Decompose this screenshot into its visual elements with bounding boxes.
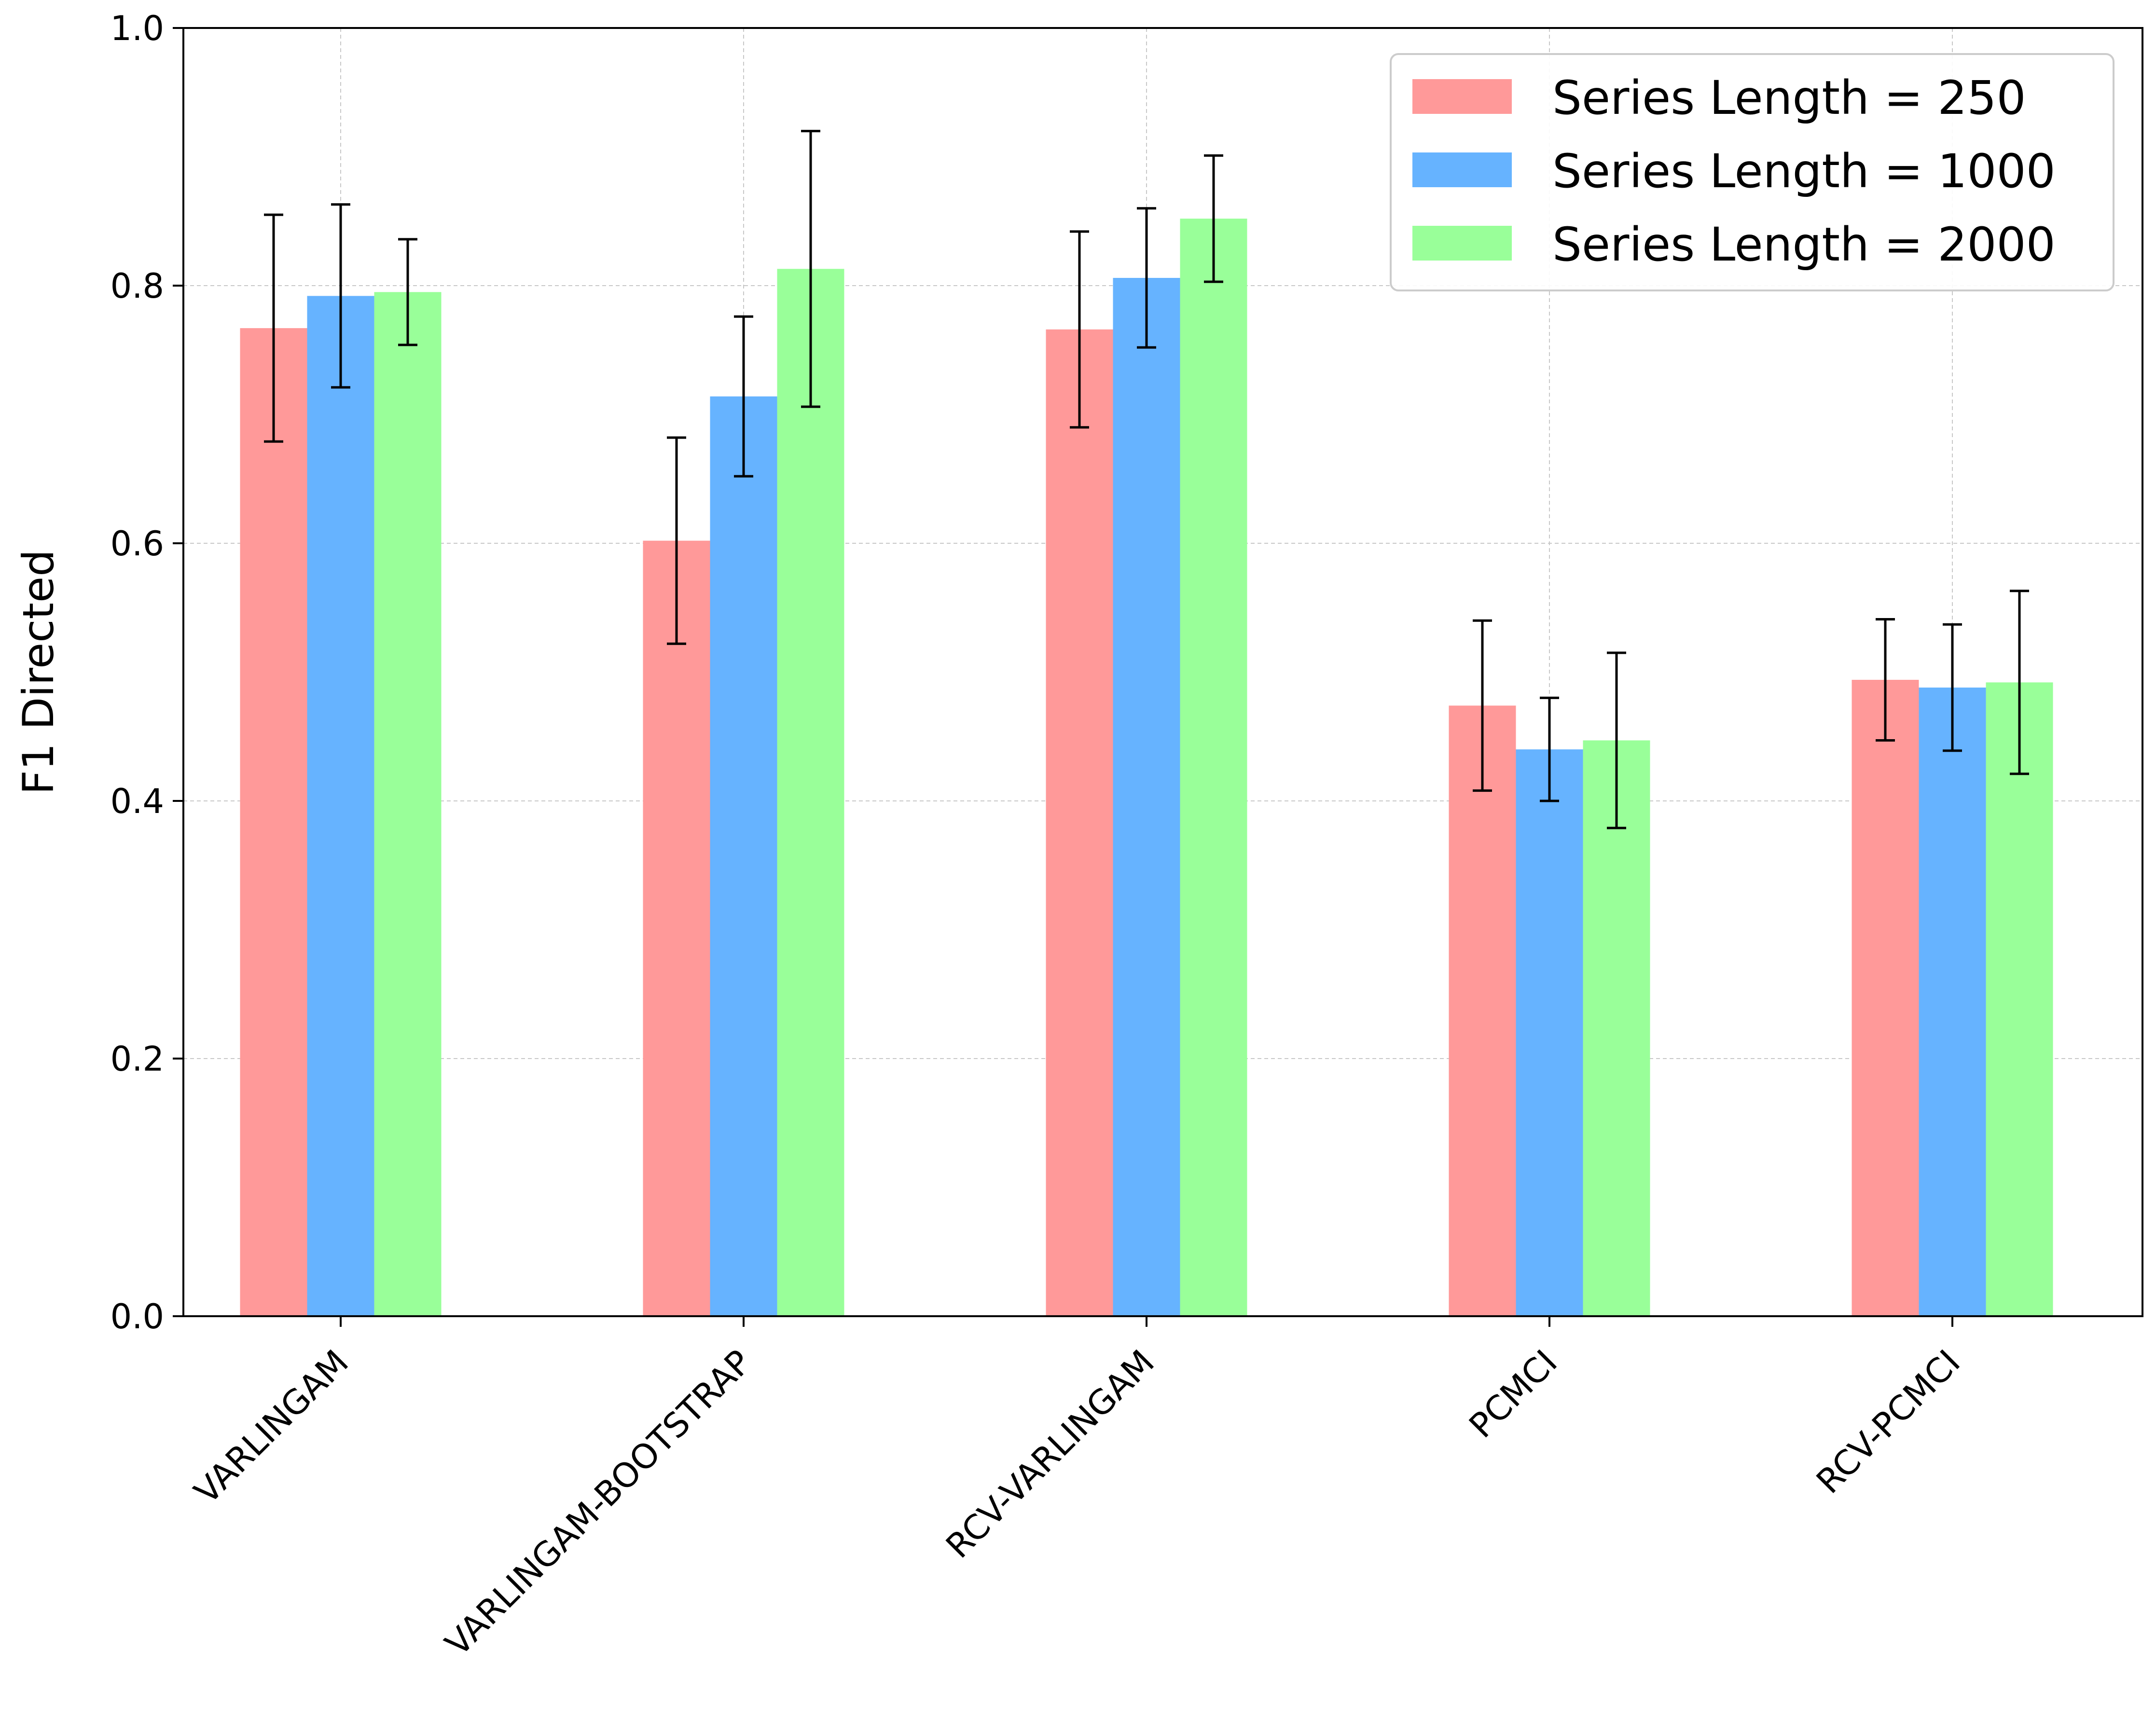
bar xyxy=(240,328,307,1316)
bar xyxy=(1449,705,1516,1316)
error-bar xyxy=(2010,590,2029,775)
error-bar xyxy=(1943,623,1962,752)
bar xyxy=(1046,329,1113,1316)
bar xyxy=(1852,680,1919,1316)
error-bar xyxy=(1070,230,1089,429)
bar xyxy=(710,396,777,1316)
y-tick-label: 0.6 xyxy=(111,524,164,564)
error-bar xyxy=(331,203,350,389)
y-tick-label: 1.0 xyxy=(111,9,164,48)
y-tick-label: 0.4 xyxy=(111,782,164,821)
plot-frame xyxy=(182,27,2143,1317)
bar xyxy=(1583,740,1650,1316)
y-tick-label: 0.2 xyxy=(111,1039,164,1079)
legend-label: Series Length = 1000 xyxy=(1552,144,2056,198)
legend-swatch xyxy=(1412,79,1512,114)
bar xyxy=(1113,277,1180,1316)
error-bar xyxy=(1607,651,1626,829)
error-bar xyxy=(1876,618,1895,742)
error-bar xyxy=(1540,696,1559,802)
bar xyxy=(1180,219,1247,1317)
error-bar xyxy=(398,238,417,346)
legend-box xyxy=(1390,53,2115,291)
y-axis: 0.0 0.2 0.4 0.6 0.8 1.0 xyxy=(111,9,183,1336)
error-bar xyxy=(1204,154,1223,283)
legend: Series Length = 250 Series Length = 1000 S… xyxy=(1390,53,2115,291)
bars-layer xyxy=(240,219,2053,1317)
error-bar xyxy=(264,213,283,443)
bar xyxy=(1919,688,1986,1316)
bar xyxy=(1516,749,1583,1316)
errorbars-layer xyxy=(264,130,2029,829)
y-tick-label: 0.8 xyxy=(111,266,164,306)
y-axis-title: F1 Directed xyxy=(14,550,63,795)
error-bar xyxy=(734,315,753,478)
legend-swatch xyxy=(1412,226,1512,261)
y-tick-label: 0.0 xyxy=(111,1297,164,1336)
bar xyxy=(643,540,710,1316)
legend-label: Series Length = 250 xyxy=(1552,71,2026,125)
error-bar xyxy=(1473,619,1492,792)
bar xyxy=(777,269,844,1316)
legend-swatch xyxy=(1412,152,1512,187)
legend-label: Series Length = 2000 xyxy=(1552,218,2056,272)
bar xyxy=(1986,682,2053,1316)
bar xyxy=(374,292,442,1316)
error-bar xyxy=(667,436,686,645)
error-bar xyxy=(1137,207,1156,349)
bar xyxy=(307,296,374,1317)
error-bar xyxy=(801,130,820,408)
